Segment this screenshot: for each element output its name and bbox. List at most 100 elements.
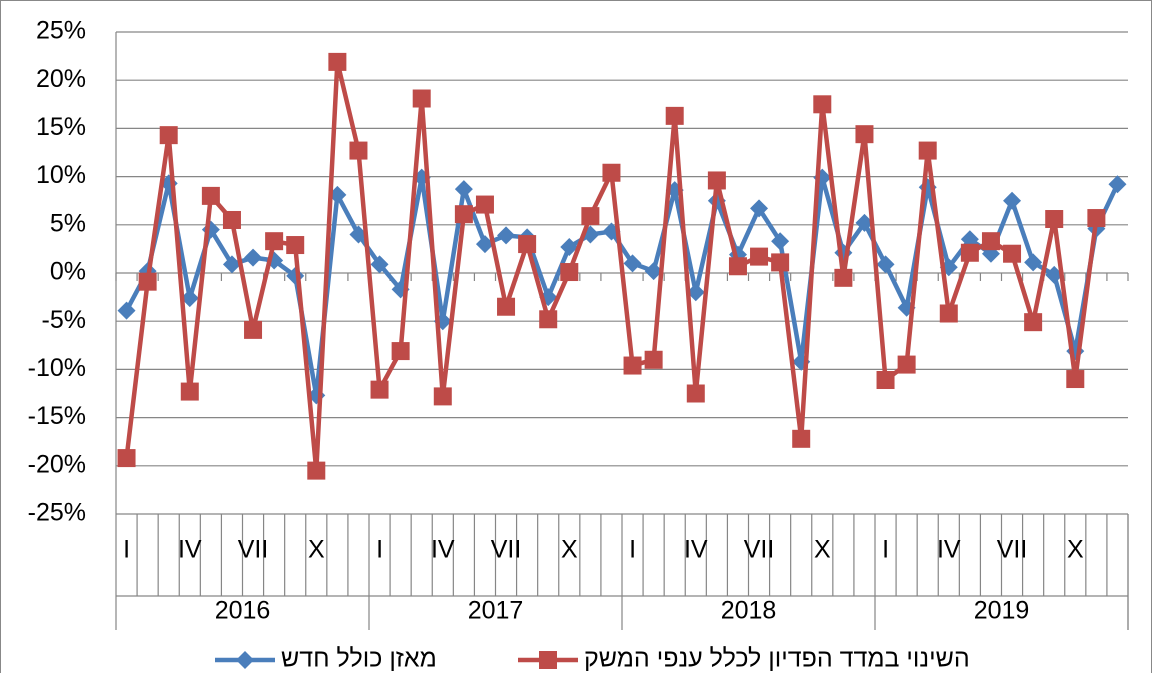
marker [686,384,705,403]
y-tick-label: -15% [28,402,86,430]
marker [813,95,832,114]
x-tick-label: X [308,536,325,564]
marker [644,262,663,281]
marker [391,342,410,361]
marker [370,255,389,274]
marker [1045,210,1064,229]
marker [454,205,473,224]
marker [771,232,790,251]
x-tick-label: I [123,536,130,564]
marker [602,163,621,182]
x-tick-label: VII [744,536,775,564]
x-tick-label: IV [684,536,708,564]
marker [412,89,431,108]
y-tick-label: -10% [28,354,86,382]
marker [623,254,642,273]
year-label: 2019 [974,597,1030,625]
marker [244,248,263,267]
marker [1024,313,1043,332]
marker [855,125,874,144]
x-tick-label: X [561,536,578,564]
marker [960,243,979,262]
marker [1066,370,1085,389]
marker [286,236,305,255]
marker [518,235,537,254]
x-tick-label: VII [491,536,522,564]
marker [750,247,769,266]
marker [876,255,895,274]
marker [750,199,769,218]
y-tick-label: -25% [28,499,86,527]
marker [1024,253,1043,272]
marker [180,289,199,308]
marker [686,283,705,302]
marker [918,141,937,160]
marker [138,272,157,291]
x-tick-label: I [629,536,636,564]
marker [855,213,874,232]
marker [834,268,853,287]
y-tick-label: 20% [36,65,86,93]
y-tick-label: 10% [36,161,86,189]
marker [117,449,136,468]
legend-marker [236,651,254,669]
marker [244,320,263,339]
x-tick-label: IV [937,536,961,564]
marker [560,237,579,256]
marker [370,380,389,399]
marker [497,226,516,245]
x-tick-label: I [882,536,889,564]
legend-label: השינוי במדד הפדיון לכלל ענפי המשק [584,645,970,673]
year-label: 2018 [721,597,777,625]
marker [433,387,452,406]
marker [201,186,220,205]
x-tick-label: I [376,536,383,564]
marker [1045,265,1064,284]
y-tick-label: 15% [36,113,86,141]
marker [117,301,136,320]
marker [707,171,726,190]
x-tick-label: X [814,536,831,564]
marker [222,210,241,229]
marker [159,126,178,145]
year-label: 2016 [215,597,271,625]
marker [665,106,684,125]
x-tick-label: X [1067,536,1084,564]
marker [581,207,600,226]
marker [644,350,663,369]
marker [475,195,494,214]
legend-label: מאזן כולל חדש [281,645,437,673]
y-tick-label: 0% [50,258,86,286]
marker [265,232,284,251]
marker [349,141,368,160]
x-tick-label: IV [178,536,202,564]
marker [623,356,642,375]
marker [771,253,790,272]
marker [981,232,1000,251]
marker [792,429,811,448]
marker [897,355,916,374]
marker [349,225,368,244]
marker [1003,191,1022,210]
x-tick-label: VII [238,536,269,564]
marker [560,263,579,282]
marker [539,310,558,329]
marker [1003,244,1022,263]
x-tick-label: IV [431,536,455,564]
marker [307,461,326,480]
marker [222,255,241,274]
marker [1087,209,1106,228]
year-label: 2017 [468,597,524,625]
legend-item: מאזן כולל חדש [215,645,437,673]
marker [728,257,747,276]
legend-marker [539,651,557,669]
marker [180,382,199,401]
y-tick-label: -20% [28,450,86,478]
marker [939,304,958,323]
legend-item: השינוי במדד הפדיון לכלל ענפי המשק [518,645,970,673]
y-tick-label: 25% [36,17,86,45]
marker [497,297,516,316]
y-tick-label: 5% [50,209,86,237]
marker [876,371,895,390]
